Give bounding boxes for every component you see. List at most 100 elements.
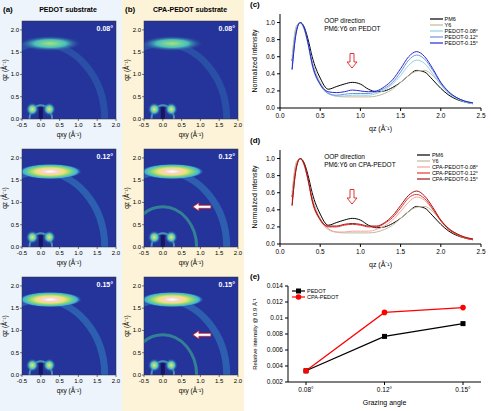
svg-text:2.0: 2.0: [234, 378, 243, 384]
svg-text:qz (Å⁻¹): qz (Å⁻¹): [369, 124, 392, 133]
svg-text:Normalized intensity: Normalized intensity: [251, 165, 259, 229]
svg-text:0.5: 0.5: [11, 94, 20, 100]
svg-text:1.0: 1.0: [356, 112, 365, 119]
svg-text:0.0: 0.0: [266, 240, 275, 247]
svg-text:1.0: 1.0: [266, 19, 275, 26]
svg-text:1.5: 1.5: [396, 248, 405, 255]
svg-text:0.0: 0.0: [159, 250, 168, 256]
svg-text:0.5: 0.5: [316, 248, 325, 255]
svg-text:0.014: 0.014: [267, 282, 284, 289]
svg-text:2.5: 2.5: [476, 112, 485, 119]
svg-text:1.5: 1.5: [215, 378, 224, 384]
svg-text:0.5: 0.5: [55, 250, 64, 256]
svg-text:0.5: 0.5: [177, 378, 186, 384]
svg-text:1.5: 1.5: [93, 122, 102, 128]
svg-text:0.12°: 0.12°: [219, 153, 236, 160]
svg-text:-0.5: -0.5: [139, 378, 150, 384]
svg-text:1.5: 1.5: [93, 250, 102, 256]
svg-text:0.15°: 0.15°: [219, 281, 236, 288]
svg-text:-0.5: -0.5: [139, 122, 150, 128]
svg-text:0.08°: 0.08°: [298, 386, 314, 393]
svg-text:2.0: 2.0: [133, 27, 142, 33]
svg-text:1.5: 1.5: [215, 122, 224, 128]
svg-text:0.4: 0.4: [266, 70, 275, 77]
svg-text:1.0: 1.0: [133, 199, 142, 205]
svg-text:1.0: 1.0: [133, 71, 142, 77]
svg-text:2.0: 2.0: [234, 122, 243, 128]
svg-text:2.0: 2.0: [11, 27, 20, 33]
svg-text:0.0: 0.0: [275, 248, 284, 255]
svg-text:2.0: 2.0: [133, 155, 142, 161]
svg-text:1.5: 1.5: [133, 305, 142, 311]
svg-text:0.5: 0.5: [11, 222, 20, 228]
svg-text:0.004: 0.004: [267, 362, 284, 369]
svg-text:1.0: 1.0: [74, 378, 83, 384]
svg-text:0.15°: 0.15°: [97, 281, 114, 288]
svg-text:(b): (b): [125, 5, 136, 14]
svg-text:1.0: 1.0: [74, 122, 83, 128]
svg-text:2.0: 2.0: [112, 122, 121, 128]
svg-text:1.0: 1.0: [266, 155, 275, 162]
svg-text:1.5: 1.5: [215, 250, 224, 256]
svg-text:2.0: 2.0: [11, 155, 20, 161]
svg-text:qxy (Å⁻¹): qxy (Å⁻¹): [57, 386, 82, 395]
svg-text:1.5: 1.5: [93, 378, 102, 384]
svg-text:0.008: 0.008: [267, 330, 284, 337]
svg-text:1.5: 1.5: [396, 112, 405, 119]
svg-text:0.6: 0.6: [266, 53, 275, 60]
svg-text:Normalized intensity: Normalized intensity: [251, 29, 259, 93]
svg-text:2.0: 2.0: [436, 248, 445, 255]
svg-text:0.8: 0.8: [266, 172, 275, 179]
svg-text:qxy (Å⁻¹): qxy (Å⁻¹): [179, 130, 204, 139]
svg-text:1.0: 1.0: [74, 250, 83, 256]
svg-text:0.5: 0.5: [55, 122, 64, 128]
svg-text:Grazing angle: Grazing angle: [363, 399, 407, 407]
svg-text:0.6: 0.6: [266, 189, 275, 196]
svg-text:1.0: 1.0: [196, 122, 205, 128]
svg-text:0.006: 0.006: [267, 346, 284, 353]
svg-text:0.12°: 0.12°: [377, 386, 393, 393]
svg-text:qxy (Å⁻¹): qxy (Å⁻¹): [57, 130, 82, 139]
svg-text:qz (Å⁻¹): qz (Å⁻¹): [0, 187, 9, 209]
svg-text:(a): (a): [3, 5, 13, 14]
svg-text:0.0: 0.0: [159, 122, 168, 128]
svg-text:0.2: 0.2: [266, 87, 275, 94]
svg-text:qxy (Å⁻¹): qxy (Å⁻¹): [179, 386, 204, 395]
svg-text:0.0: 0.0: [37, 378, 46, 384]
svg-text:1.0: 1.0: [196, 250, 205, 256]
svg-text:1.0: 1.0: [11, 71, 20, 77]
svg-text:0.5: 0.5: [177, 250, 186, 256]
svg-text:0.002: 0.002: [267, 378, 284, 385]
svg-text:2.5: 2.5: [476, 248, 485, 255]
svg-text:0.5: 0.5: [11, 350, 20, 356]
svg-text:-0.5: -0.5: [17, 378, 28, 384]
svg-text:-0.5: -0.5: [17, 250, 28, 256]
svg-text:-0.5: -0.5: [139, 250, 150, 256]
svg-text:qz (Å⁻¹): qz (Å⁻¹): [369, 260, 392, 269]
svg-text:0.5: 0.5: [133, 94, 142, 100]
svg-text:0.8: 0.8: [266, 36, 275, 43]
svg-text:Relative intensity @ 0.9 Å⁻¹: Relative intensity @ 0.9 Å⁻¹: [252, 298, 258, 370]
svg-text:0.5: 0.5: [55, 378, 64, 384]
svg-text:2.0: 2.0: [112, 378, 121, 384]
svg-text:-0.5: -0.5: [17, 122, 28, 128]
svg-text:0.01: 0.01: [270, 314, 283, 321]
svg-text:1.0: 1.0: [11, 327, 20, 333]
svg-text:0.0: 0.0: [159, 378, 168, 384]
svg-text:qz (Å⁻¹): qz (Å⁻¹): [122, 315, 131, 337]
svg-text:0.0: 0.0: [37, 250, 46, 256]
svg-text:2.0: 2.0: [234, 250, 243, 256]
svg-text:0.5: 0.5: [316, 112, 325, 119]
svg-text:1.5: 1.5: [11, 305, 20, 311]
svg-text:1.5: 1.5: [11, 49, 20, 55]
svg-text:qxy (Å⁻¹): qxy (Å⁻¹): [57, 258, 82, 267]
svg-text:2.0: 2.0: [11, 283, 20, 289]
svg-text:PEDOT substrate: PEDOT substrate: [39, 6, 97, 13]
svg-text:0.08°: 0.08°: [97, 25, 114, 32]
svg-text:0.08°: 0.08°: [219, 25, 236, 32]
svg-text:2.0: 2.0: [133, 283, 142, 289]
svg-text:1.0: 1.0: [133, 327, 142, 333]
svg-text:CPA-PEDOT substrate: CPA-PEDOT substrate: [153, 6, 227, 13]
svg-text:0.12°: 0.12°: [97, 153, 114, 160]
svg-text:0.012: 0.012: [267, 298, 284, 305]
